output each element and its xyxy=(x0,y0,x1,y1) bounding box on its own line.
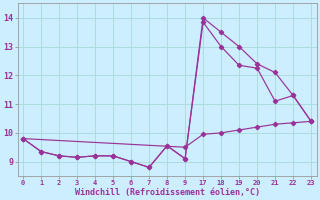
X-axis label: Windchill (Refroidissement éolien,°C): Windchill (Refroidissement éolien,°C) xyxy=(75,188,260,197)
